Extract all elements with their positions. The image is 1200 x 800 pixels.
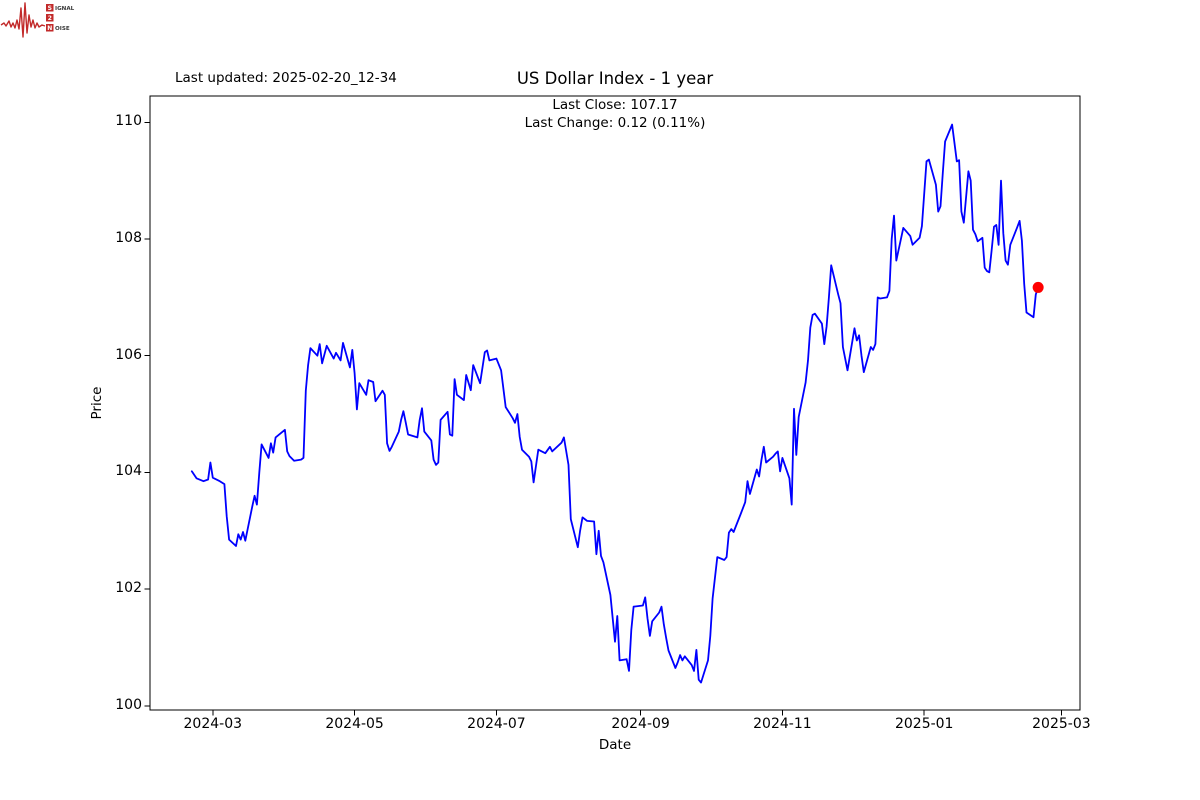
x-tick-label: 2024-05	[325, 716, 384, 732]
x-tick-label: 2024-03	[183, 716, 243, 732]
logo-2-box	[46, 14, 54, 22]
logo-oise-text: OISE	[55, 26, 70, 32]
x-tick-label: 2025-01	[894, 716, 954, 732]
chart-title: US Dollar Index - 1 year	[516, 69, 714, 88]
y-tick-label: 104	[115, 463, 142, 480]
waveform-icon	[0, 2, 46, 38]
last-close-marker	[1032, 281, 1044, 293]
y-tick-label: 110	[115, 113, 142, 130]
x-tick-label: 2025-03	[1032, 716, 1091, 732]
logo-s-letter: S	[48, 5, 52, 12]
chart-subtitle: Last Close: 107.17 Last Change: 0.12 (0.…	[150, 97, 1080, 132]
price-line	[190, 123, 1040, 684]
signal-to-noise-logo: S IGNAL 2 N OISE	[0, 2, 75, 38]
y-tick-label: 102	[115, 580, 142, 597]
logo-n-box	[46, 24, 54, 32]
y-tick-label: 108	[115, 229, 142, 246]
x-tick-label: 2024-07	[467, 716, 526, 732]
logo-2-letter: 2	[48, 15, 52, 22]
logo-s-box	[46, 4, 54, 12]
plot-frame	[149, 95, 1081, 711]
x-axis-label: Date	[598, 737, 632, 753]
last-change-text: Last Change: 0.12 (0.11%)	[524, 114, 706, 131]
last-close-text: Last Close: 107.17	[552, 97, 678, 113]
x-tick-label: 2024-09	[611, 716, 670, 732]
y-tick-label: 100	[115, 696, 142, 713]
last-updated-text: Last updated: 2025-02-20_12-34	[175, 70, 397, 86]
x-tick-label: 2024-11	[753, 716, 812, 732]
logo-n-letter: N	[47, 25, 52, 32]
logo-ignal-text: IGNAL	[55, 6, 75, 12]
y-axis-label: Price	[89, 386, 105, 420]
y-tick-label: 106	[115, 346, 142, 363]
